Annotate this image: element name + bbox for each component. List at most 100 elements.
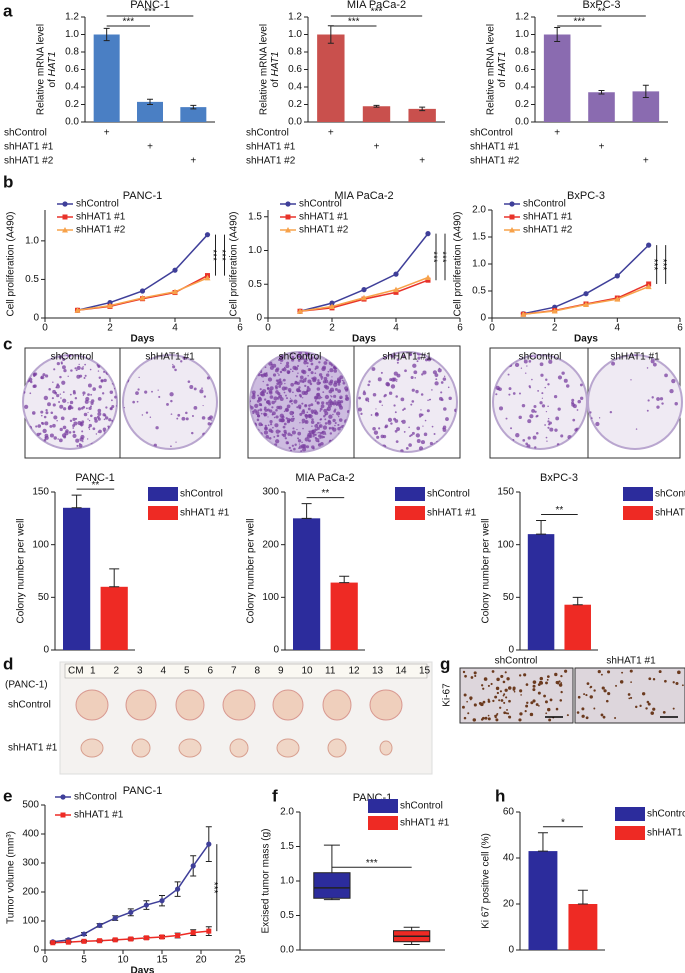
- y-tick-label: 1.2: [65, 12, 79, 23]
- nucleus: [473, 671, 477, 675]
- panel-letter: e: [3, 786, 12, 805]
- colony: [318, 431, 320, 434]
- colony: [306, 362, 309, 365]
- colony: [410, 433, 413, 437]
- colony: [287, 432, 291, 436]
- colony: [309, 358, 313, 362]
- colony: [62, 398, 67, 403]
- nucleus: [525, 683, 529, 686]
- colony: [337, 383, 341, 386]
- colony: [132, 400, 135, 404]
- ruler-mark: 5: [184, 666, 190, 677]
- colony: [365, 397, 370, 402]
- colony: [508, 393, 511, 396]
- legend-marker: [285, 227, 291, 233]
- colony: [45, 411, 49, 415]
- colony: [23, 377, 25, 380]
- colony: [611, 361, 616, 366]
- row-label: shHAT1 #2: [246, 156, 296, 167]
- colony: [257, 409, 260, 412]
- colony: [169, 392, 174, 397]
- colony: [36, 432, 40, 437]
- y-tick-label: 1.5: [280, 841, 294, 852]
- colony: [269, 409, 273, 413]
- colony: [187, 380, 191, 383]
- colony: [411, 400, 415, 403]
- colony: [296, 388, 301, 393]
- ruler-mark: 10: [302, 666, 314, 677]
- colony: [263, 412, 268, 417]
- colony: [76, 444, 79, 447]
- nucleus: [554, 672, 558, 677]
- y-tick-label: 0.4: [288, 82, 302, 93]
- legend-marker: [60, 794, 66, 800]
- tumor: [276, 738, 300, 758]
- colony: [294, 443, 297, 446]
- colony: [267, 424, 270, 427]
- y-tick-label: 1.5: [472, 232, 486, 243]
- colony: [68, 431, 72, 434]
- colony: [199, 389, 204, 394]
- nucleus: [648, 677, 652, 681]
- colony: [278, 418, 283, 423]
- colony: [540, 373, 544, 377]
- colony: [341, 379, 344, 382]
- x-tick-label: 25: [234, 955, 246, 966]
- point: [50, 940, 56, 946]
- nucleus: [537, 683, 541, 686]
- colony: [442, 425, 447, 429]
- colony: [312, 447, 315, 450]
- colony: [403, 431, 406, 433]
- colony: [541, 397, 544, 399]
- colony: [320, 435, 324, 439]
- colony: [329, 398, 332, 401]
- colony: [305, 421, 307, 423]
- colony: [43, 415, 47, 419]
- chart-title: MIA PaCa-2: [334, 190, 393, 202]
- colony: [319, 407, 323, 411]
- colony: [291, 358, 295, 362]
- tumor: [75, 689, 109, 721]
- error-bar: [554, 27, 561, 42]
- colony: [278, 374, 280, 376]
- colony: [297, 437, 299, 440]
- colony: [284, 382, 286, 385]
- colony: [394, 356, 396, 359]
- nucleus: [545, 681, 548, 685]
- point: [204, 232, 211, 238]
- colony: [44, 374, 49, 378]
- colony: [534, 356, 537, 359]
- nucleus: [519, 712, 523, 716]
- significance: ***: [436, 251, 447, 263]
- colony: [580, 396, 584, 400]
- nucleus: [518, 674, 522, 677]
- colony: [83, 412, 88, 417]
- colony: [339, 397, 342, 400]
- colony: [334, 421, 337, 425]
- colony: [84, 399, 89, 404]
- colony: [547, 418, 550, 420]
- ruler-mark: 11: [325, 666, 336, 677]
- significance: **: [555, 505, 563, 516]
- chart-title: PANC-1: [75, 472, 115, 484]
- image-label: shHAT1 #1: [606, 656, 656, 667]
- colony: [310, 371, 314, 375]
- point: [329, 303, 335, 310]
- y-tick-label: 0.0: [280, 945, 294, 956]
- colony: [52, 381, 54, 383]
- y-tick-label: 0: [256, 313, 262, 324]
- colony: [333, 366, 336, 369]
- colony: [284, 437, 287, 440]
- colony: [265, 400, 270, 404]
- colony: [434, 373, 439, 378]
- colony: [108, 418, 112, 422]
- colony: [380, 371, 383, 374]
- colony: [396, 358, 400, 362]
- nucleus: [600, 673, 603, 676]
- y-tick-label: 500: [22, 800, 39, 811]
- colony: [332, 389, 334, 392]
- x-tick-label: 2: [329, 323, 335, 334]
- colony: [51, 397, 54, 400]
- legend-label: shHAT1 #1: [74, 810, 124, 821]
- significance: *: [561, 817, 565, 828]
